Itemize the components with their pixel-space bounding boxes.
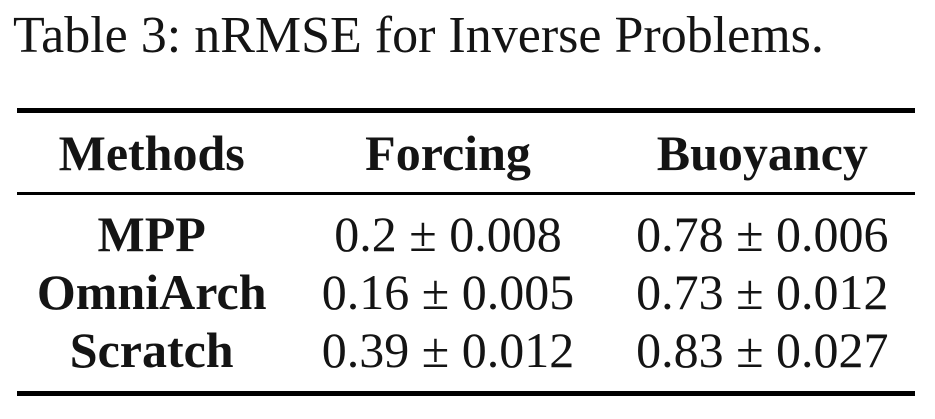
method-name: MPP: [97, 206, 206, 262]
forcing-value: 0.39 ± 0.012: [321, 322, 575, 378]
col-header-buoyancy: Buoyancy: [609, 110, 915, 195]
buoyancy-value: 0.78 ± 0.006: [636, 206, 889, 262]
method-name: Scratch: [69, 322, 234, 378]
method-name: OmniArch: [36, 264, 267, 320]
forcing-value: 0.2 ± 0.008: [334, 206, 562, 262]
col-header-forcing: Forcing: [286, 110, 610, 195]
header-row: Methods Forcing Buoyancy: [17, 110, 915, 195]
table-row-omniarch: OmniArch 0.16 ± 0.005 0.73 ± 0.012: [17, 263, 915, 321]
results-table: Methods Forcing Buoyancy MPP 0.2 ± 0.008…: [17, 108, 915, 396]
table-row-scratch: Scratch 0.39 ± 0.012 0.83 ± 0.027: [17, 321, 915, 394]
buoyancy-value: 0.73 ± 0.012: [636, 264, 889, 320]
col-header-methods: Methods: [17, 110, 287, 195]
forcing-value: 0.16 ± 0.005: [321, 264, 575, 320]
table-row-mpp: MPP 0.2 ± 0.008 0.78 ± 0.006: [17, 194, 915, 264]
buoyancy-value: 0.83 ± 0.027: [636, 322, 889, 378]
table-caption: Table 3: nRMSE for Inverse Problems.: [13, 7, 824, 64]
